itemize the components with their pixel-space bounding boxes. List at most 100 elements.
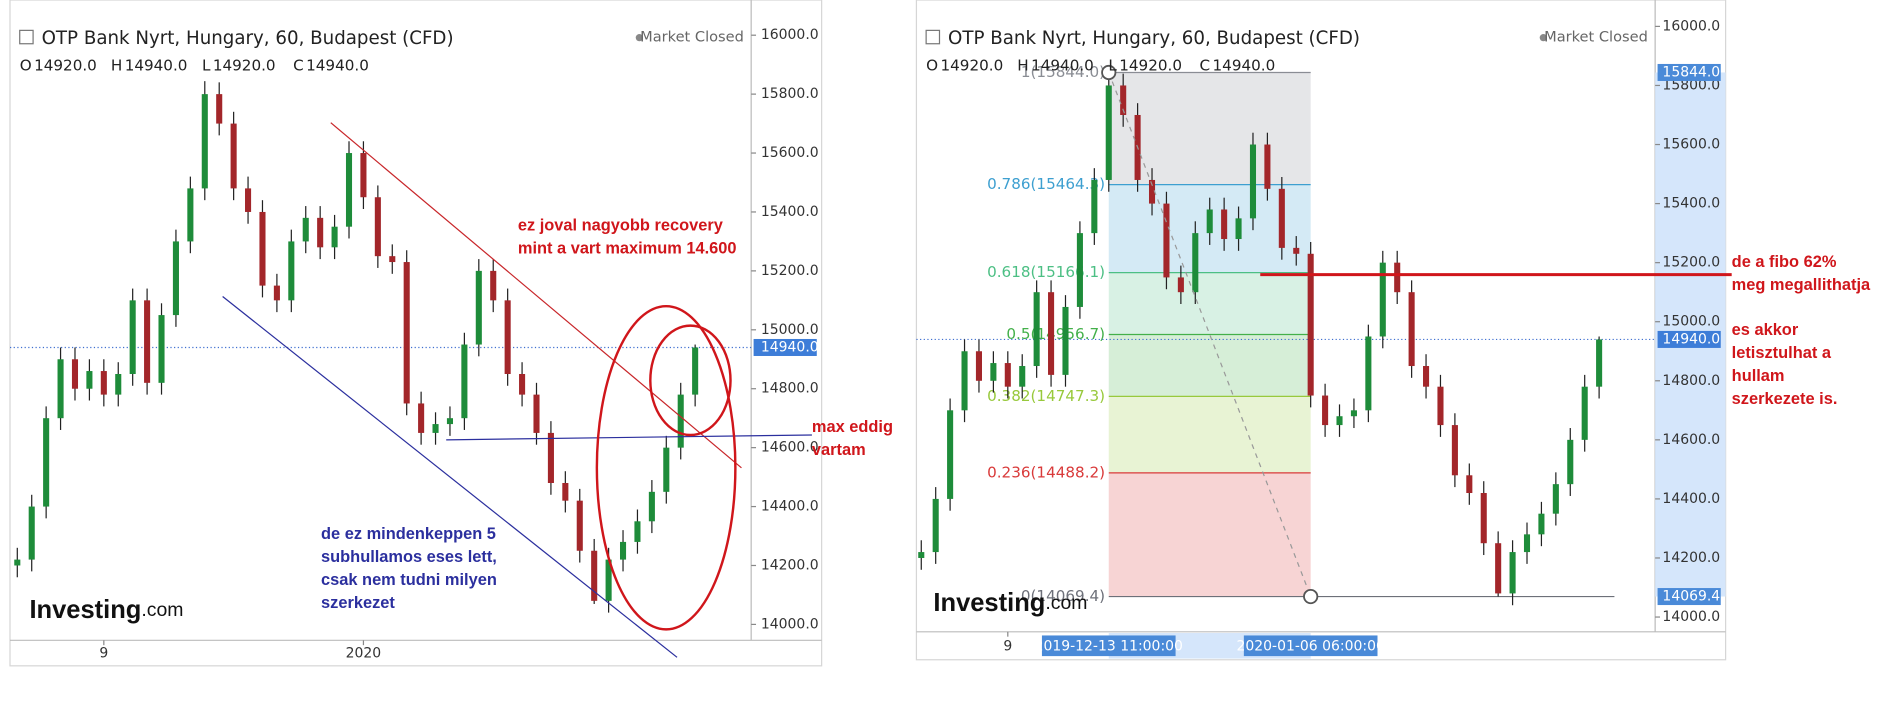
- candle-body: [1509, 552, 1516, 594]
- range-price-box: [1657, 63, 1721, 81]
- ohlc-value: 14920.0: [213, 56, 276, 74]
- candle-body: [360, 153, 367, 198]
- candle-body: [1596, 339, 1603, 387]
- candle-body: [1336, 416, 1343, 426]
- y-tick-label: 15400.0: [761, 204, 819, 220]
- logo-suffix: .com: [1045, 592, 1087, 614]
- y-tick-label: 15800.0: [1662, 77, 1720, 93]
- logo-suffix: .com: [141, 599, 183, 621]
- candle-body: [1048, 292, 1055, 375]
- ohlc-value: 14920.0: [34, 56, 97, 74]
- annotation-text: szerkezete is.: [1732, 390, 1838, 408]
- candle-body: [144, 300, 151, 383]
- annotation-ellipse: [649, 324, 732, 437]
- logo-main: Investing: [933, 589, 1045, 617]
- candle-body: [1365, 336, 1372, 411]
- annotation-text: mint a vart maximum 14.600: [518, 239, 737, 257]
- y-tick-label: 14800.0: [1662, 373, 1720, 389]
- candle-body: [1451, 425, 1458, 476]
- candle-body: [1019, 366, 1026, 387]
- annotation-text: subhullamos eses lett,: [321, 548, 497, 566]
- ohlc-value: 14940.0: [1213, 56, 1276, 74]
- fib-zone: [1108, 396, 1311, 473]
- fib-zone: [1108, 272, 1311, 335]
- annotation-text: szerkezet: [321, 594, 395, 612]
- fib-zone: [1108, 334, 1311, 397]
- annotation-text: hullam: [1732, 367, 1785, 385]
- candle-body: [1538, 513, 1545, 535]
- annotation-text: es akkor: [1732, 321, 1799, 339]
- y-tick-label: 15600.0: [1662, 137, 1720, 153]
- candle-body: [302, 217, 309, 242]
- candle-body: [648, 491, 655, 522]
- fib-level-label: 0.5(14956.7): [1006, 325, 1105, 343]
- annotation-text: de ez mindenkeppen 5: [321, 525, 496, 543]
- y-tick-label: 14800.0: [761, 381, 819, 397]
- fib-level-label: 0(14069.4): [1021, 587, 1105, 605]
- annotation-text: max eddig: [812, 418, 893, 436]
- candle-body: [1495, 543, 1502, 594]
- range-date-box: [1243, 635, 1378, 657]
- status-dot: [1539, 34, 1548, 42]
- ohlc-item: L 14920.0: [1108, 56, 1182, 74]
- collapse-icon: [19, 29, 34, 45]
- candle-body: [1091, 179, 1098, 234]
- annotation-ellipse: [595, 304, 737, 631]
- ohlc-item: O 14920.0: [20, 56, 97, 74]
- fib-anchor: [1303, 588, 1319, 605]
- ohlc-key: C: [293, 56, 304, 74]
- candle-body: [932, 498, 939, 553]
- candle-body: [1076, 233, 1083, 307]
- y-tick-label: 14600.0: [761, 440, 819, 456]
- candle-body: [374, 197, 381, 257]
- candle-body: [475, 270, 482, 345]
- y-tick-label: 14400.0: [761, 499, 819, 515]
- ohlc-key: H: [111, 56, 122, 74]
- chart-panel: 14000.0 14200.0 14400.0 14600.0 14800.0 15000…: [9, 0, 893, 667]
- ohlc-item: H 14940.0: [111, 56, 188, 74]
- candle-body: [533, 394, 540, 433]
- candle-body: [1206, 209, 1213, 234]
- candle-body: [490, 270, 497, 301]
- candle-body: [129, 300, 136, 374]
- y-tick-label: 14200.0: [1662, 550, 1720, 566]
- candle-body: [619, 541, 627, 560]
- logo-main: Investing: [29, 596, 141, 624]
- candle-body: [1177, 277, 1184, 293]
- x-tick-label: 2020: [346, 646, 382, 662]
- candle-body: [1235, 218, 1242, 240]
- candle-body: [158, 315, 165, 383]
- annotation-trendline: [330, 122, 742, 469]
- candle-body: [345, 153, 353, 227]
- ohlc-value: 14940.0: [1031, 56, 1094, 74]
- candle-body: [1437, 386, 1444, 426]
- annotation-level: [446, 434, 812, 441]
- ohlc-item: H 14940.0: [1017, 56, 1094, 74]
- status-label: Market Closed: [640, 29, 744, 46]
- candle-body: [28, 506, 35, 560]
- y-tick-label: 15000.0: [761, 322, 819, 338]
- logo: Investing.com: [29, 596, 183, 624]
- fib-zone: [1108, 472, 1311, 597]
- candle-body: [115, 373, 122, 395]
- candle-body: [1350, 410, 1357, 417]
- candle-body: [446, 418, 454, 425]
- ohlc-key: C: [1200, 56, 1211, 74]
- x-tick-label: 9: [1003, 638, 1012, 654]
- range-price-label: 15844.0: [1662, 64, 1720, 80]
- ohlc-key: O: [926, 56, 938, 74]
- y-tick-label: 15200.0: [1662, 255, 1720, 271]
- ohlc-key: L: [202, 56, 211, 74]
- candle-body: [1394, 262, 1401, 293]
- last-price-label: 14940.0: [1662, 331, 1720, 347]
- collapse-icon: [925, 29, 941, 45]
- y-tick-label: 15800.0: [761, 86, 819, 102]
- ohlc-item: O 14920.0: [926, 56, 1003, 74]
- annotation-text: letisztulhat a: [1732, 344, 1832, 362]
- annotation-trendline: [222, 295, 678, 658]
- chart-title: OTP Bank Nyrt, Hungary, 60, Budapest (CF…: [948, 28, 1360, 49]
- annotation-text: meg megallithatja: [1732, 276, 1871, 294]
- candle-body: [1423, 366, 1430, 387]
- candle-body: [201, 94, 208, 189]
